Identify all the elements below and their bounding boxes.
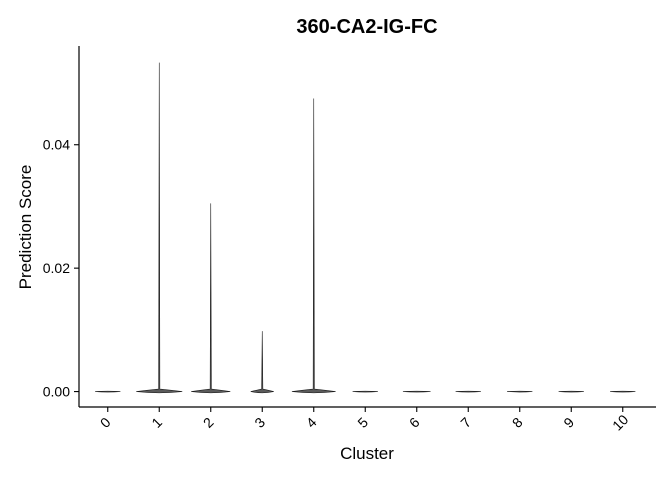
y-tick-label: 0.04 bbox=[43, 137, 70, 153]
x-tick-label: 5 bbox=[354, 414, 371, 431]
x-tick-label: 10 bbox=[609, 411, 631, 433]
y-tick-label: 0.02 bbox=[43, 260, 70, 276]
x-tick-label: 7 bbox=[457, 414, 474, 431]
x-tick-label: 9 bbox=[560, 414, 577, 431]
violin-cluster-10 bbox=[610, 390, 636, 393]
chart-title: 360-CA2-IG-FC bbox=[296, 16, 437, 38]
violin-cluster-9 bbox=[558, 390, 584, 393]
y-tick-label: 0.00 bbox=[43, 384, 70, 400]
violin-layer bbox=[95, 62, 636, 394]
x-tick-label: 3 bbox=[251, 414, 268, 431]
x-tick-label: 0 bbox=[97, 414, 114, 431]
x-tick-label: 1 bbox=[148, 414, 165, 431]
violin-cluster-5 bbox=[352, 390, 378, 393]
y-axis-ticks: 0.00 0.02 0.04 bbox=[43, 137, 79, 400]
violin-cluster-0 bbox=[95, 390, 121, 393]
violin-cluster-6 bbox=[402, 390, 431, 393]
violin-cluster-3 bbox=[250, 331, 274, 394]
x-axis-ticks: 0 1 2 3 4 5 6 7 8 9 10 bbox=[97, 407, 632, 434]
x-axis-title: Cluster bbox=[340, 444, 394, 463]
y-axis-title: Prediction Score bbox=[16, 165, 35, 290]
x-tick-label: 8 bbox=[509, 414, 526, 431]
violin-cluster-4 bbox=[291, 98, 336, 394]
x-tick-label: 6 bbox=[406, 414, 423, 431]
violin-cluster-7 bbox=[455, 390, 481, 393]
x-tick-label: 4 bbox=[303, 414, 320, 431]
violin-cluster-1 bbox=[136, 62, 183, 394]
violin-cluster-8 bbox=[507, 390, 533, 393]
violin-cluster-2 bbox=[191, 203, 231, 394]
x-tick-label: 2 bbox=[200, 414, 217, 431]
